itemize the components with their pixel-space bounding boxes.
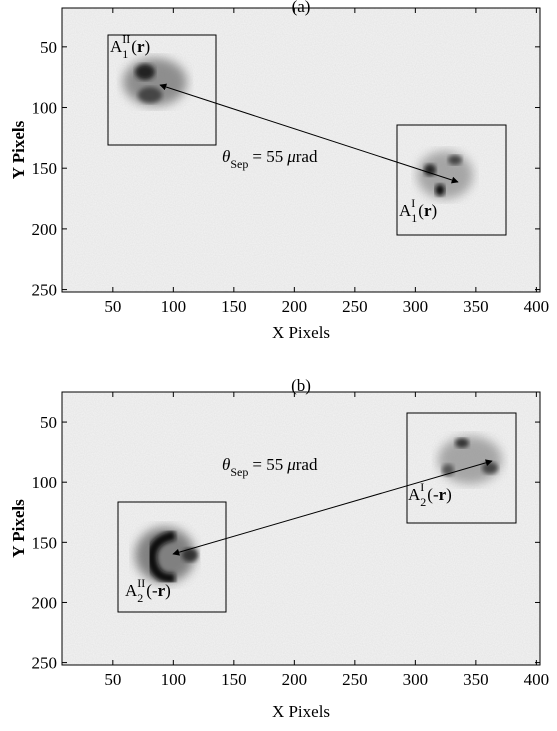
- label-post: ): [446, 485, 452, 504]
- label-arg: r: [439, 485, 447, 504]
- y-tick-label: 150: [32, 159, 58, 178]
- label-sub: 2: [420, 495, 426, 509]
- label-base: A: [399, 201, 412, 220]
- sep-unit: rad: [296, 455, 318, 474]
- label-sub: 2: [137, 591, 143, 605]
- speckle-b: [62, 392, 540, 665]
- annotation-shapes: [107, 34, 517, 613]
- x-tick-label: 400: [524, 670, 550, 689]
- label-base: A: [125, 581, 138, 600]
- x-tick-label: 100: [161, 297, 187, 316]
- x-tick-label: 50: [104, 297, 121, 316]
- y-tick-label: 50: [40, 413, 57, 432]
- x-tick-label: 150: [221, 670, 247, 689]
- y-axis-label: Y Pixels: [9, 120, 28, 179]
- label-sup: I: [420, 480, 424, 494]
- x-tick-label: 300: [403, 670, 429, 689]
- y-tick-label: 100: [32, 473, 58, 492]
- label-arg: r: [158, 581, 166, 600]
- y-axis-label: Y Pixels: [9, 499, 28, 558]
- label-post: ): [145, 37, 151, 56]
- label-post: ): [165, 581, 171, 600]
- x-tick-label: 250: [342, 297, 368, 316]
- y-tick-label: 50: [40, 38, 57, 57]
- plot-frame: [61, 7, 541, 293]
- sep-unit-prefix: μ: [286, 455, 296, 474]
- label-arg: r: [137, 37, 145, 56]
- sep-text: = 55: [252, 455, 283, 474]
- label-pre: (-: [146, 581, 158, 600]
- sep-sub: Sep: [230, 465, 248, 479]
- label-sup: I: [411, 196, 415, 210]
- label-base: A: [110, 37, 123, 56]
- y-tick-label: 150: [32, 533, 58, 552]
- label-sup: II: [122, 32, 130, 46]
- x-tick-label: 350: [463, 297, 489, 316]
- sep-sub: Sep: [230, 157, 248, 171]
- x-axis-label: X Pixels: [272, 702, 330, 721]
- label-sub: 1: [122, 47, 128, 61]
- x-tick-label: 150: [221, 297, 247, 316]
- panel-title: (b): [291, 376, 311, 395]
- x-tick-label: 200: [282, 297, 308, 316]
- sep-unit-prefix: μ: [286, 147, 296, 166]
- x-tick-label: 100: [161, 670, 187, 689]
- sep-symbol: θ: [222, 147, 230, 166]
- label-pre: (-: [427, 485, 439, 504]
- x-axis-label: X Pixels: [272, 323, 330, 342]
- label-post: ): [432, 201, 438, 220]
- x-tick-label: 300: [403, 297, 429, 316]
- sep-text: = 55: [252, 147, 283, 166]
- label-sub: 1: [411, 211, 417, 225]
- label-pre: (: [418, 201, 424, 220]
- label-sup: II: [137, 576, 145, 590]
- label-arg: r: [424, 201, 432, 220]
- label-base: A: [408, 485, 421, 504]
- y-tick-label: 200: [32, 220, 58, 239]
- y-tick-label: 250: [32, 654, 58, 673]
- x-tick-label: 350: [463, 670, 489, 689]
- sep-unit: rad: [296, 147, 318, 166]
- x-tick-label: 400: [524, 297, 550, 316]
- x-tick-label: 50: [104, 670, 121, 689]
- plot-frame: [61, 391, 541, 666]
- y-tick-label: 250: [32, 281, 58, 300]
- sep-symbol: θ: [222, 455, 230, 474]
- label-pre: (: [131, 37, 137, 56]
- y-tick-label: 200: [32, 593, 58, 612]
- x-tick-label: 200: [282, 670, 308, 689]
- panel-title: (a): [292, 0, 311, 16]
- x-tick-label: 250: [342, 670, 368, 689]
- y-tick-label: 100: [32, 99, 58, 118]
